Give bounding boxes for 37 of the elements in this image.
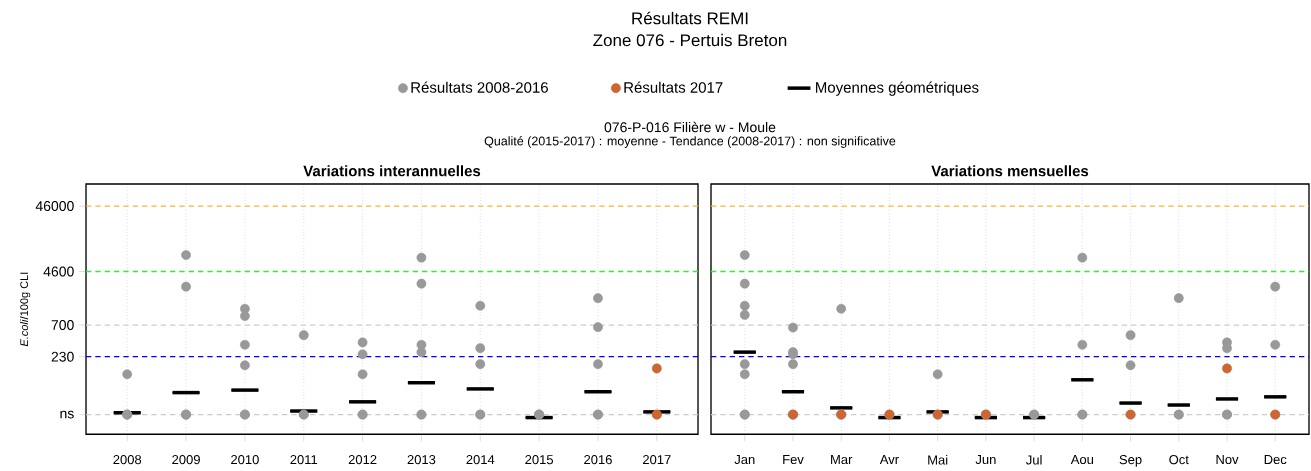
x-tick-label: 2016 bbox=[584, 455, 612, 465]
y-tick-label: 4600 bbox=[43, 266, 74, 277]
x-tick-label: 2015 bbox=[525, 455, 554, 465]
x-tick-label: Aou bbox=[1070, 455, 1094, 465]
text: Zone 076 - Pertuis Breton bbox=[593, 33, 787, 47]
x-tick-label: Mar bbox=[831, 455, 853, 465]
chart-title: Variations interannuelles bbox=[303, 165, 481, 177]
text: Résultats REMI bbox=[632, 11, 748, 25]
text: 076-P-016 Filière w - Moule bbox=[604, 121, 776, 133]
x-tick-label: Sep bbox=[1119, 455, 1142, 467]
x-tick-label: 2008 bbox=[113, 455, 142, 465]
x-tick-label: 2013 bbox=[407, 455, 436, 465]
legend-label: Résultats 2008-2016 bbox=[411, 81, 548, 93]
chart-title: Variations mensuelles bbox=[931, 165, 1089, 177]
x-tick-label: Avr bbox=[879, 455, 899, 464]
legend-label: Moyennes géométriques bbox=[816, 81, 979, 96]
x-tick-label: 2011 bbox=[290, 455, 318, 465]
x-tick-label: Fev bbox=[783, 455, 804, 465]
x-tick-label: Nov bbox=[1216, 455, 1239, 465]
y-tick-label: 46000 bbox=[35, 201, 74, 212]
y-tick-label: 230 bbox=[51, 351, 74, 362]
x-tick-label: 2017 bbox=[643, 455, 671, 465]
y-axis-title: E.coli/100g CLI bbox=[19, 272, 31, 347]
x-tick-label: Jul bbox=[1026, 454, 1042, 465]
x-tick-label: 2014 bbox=[466, 455, 495, 465]
x-tick-label: 2009 bbox=[172, 455, 200, 465]
x-tick-label: 2010 bbox=[231, 455, 259, 465]
legend-label: Résultats 2017 bbox=[624, 81, 723, 93]
y-tick-label: ns bbox=[60, 410, 74, 419]
text: Qualité (2015-2017) : moyenne - Tendance (2008-2017) : non significative bbox=[484, 136, 896, 148]
x-tick-label: Jun bbox=[975, 455, 996, 465]
x-tick-label: Dec bbox=[1264, 455, 1287, 465]
x-tick-label: Mai bbox=[928, 454, 948, 465]
x-tick-label: Jan bbox=[734, 455, 755, 465]
x-tick-label: 2012 bbox=[348, 455, 377, 465]
y-tick-label: 700 bbox=[51, 320, 74, 331]
x-tick-label: Oct bbox=[1169, 455, 1189, 465]
